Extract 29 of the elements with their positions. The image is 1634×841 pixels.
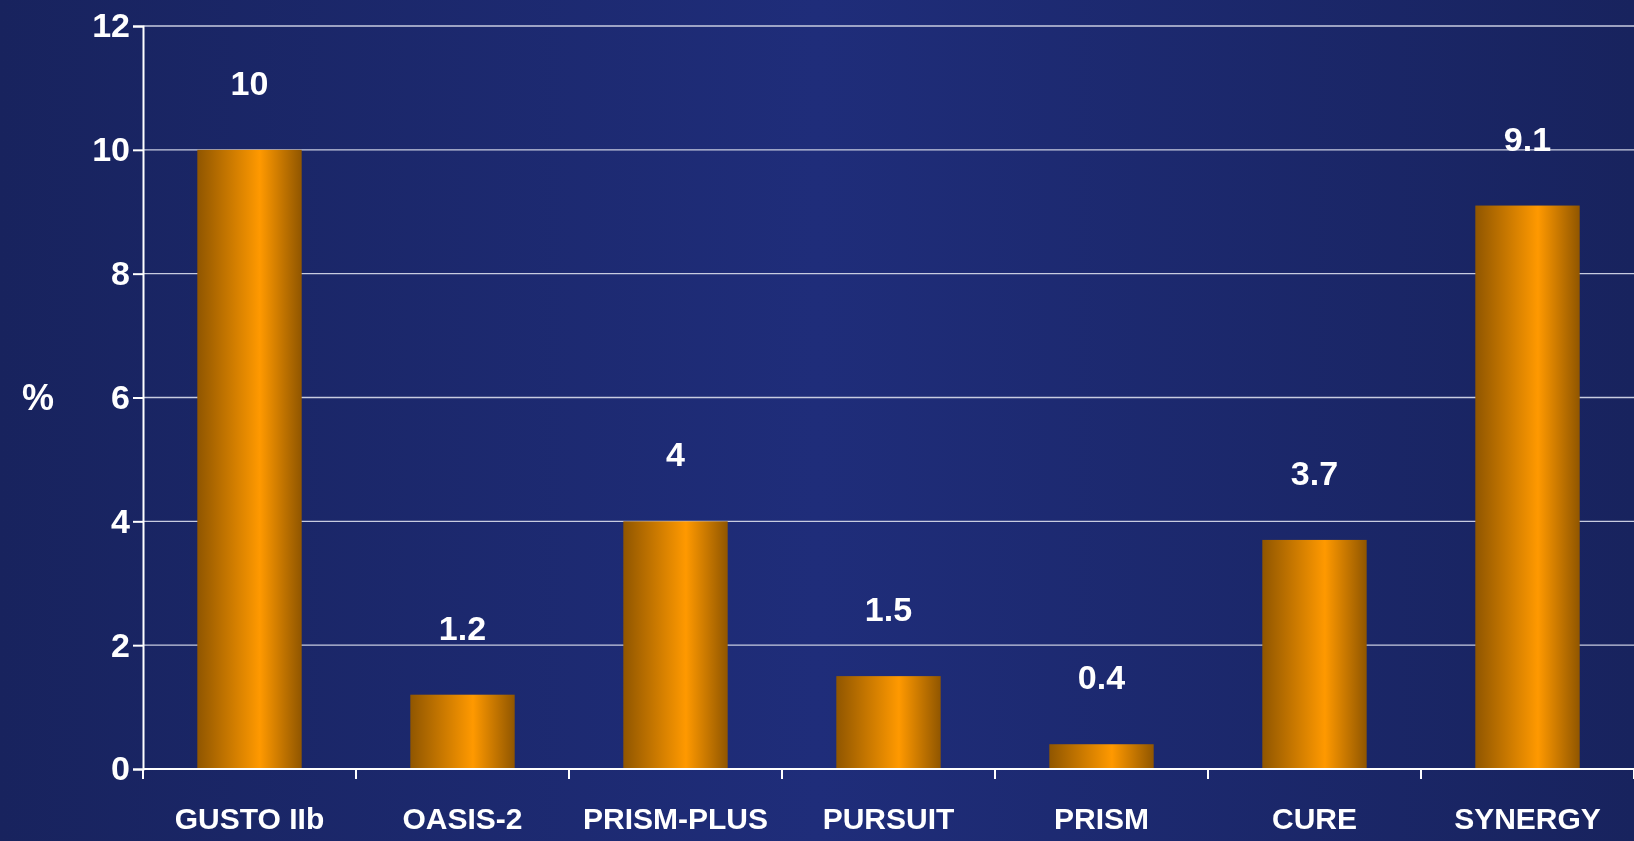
x-tick-label: PRISM xyxy=(1053,802,1150,835)
data-label: 4 xyxy=(666,435,686,474)
bar xyxy=(1049,744,1154,769)
x-tick-label: OASIS-2 xyxy=(402,802,523,835)
x-tick-label: GUSTO IIb xyxy=(174,802,325,835)
y-tick-label: 8 xyxy=(111,254,130,293)
bar xyxy=(1475,205,1580,769)
x-tick-label: CURE xyxy=(1271,802,1358,835)
data-label: 10 xyxy=(230,63,269,102)
x-tick-label: PRISM-PLUS xyxy=(582,802,769,835)
data-label: 1.5 xyxy=(864,590,913,629)
y-tick-label: 4 xyxy=(111,501,131,540)
x-tick-label: SYNERGY xyxy=(1454,802,1601,835)
x-tick-label: PURSUIT xyxy=(822,802,955,835)
bar xyxy=(1262,539,1367,769)
bar xyxy=(836,676,941,769)
data-label: 0.4 xyxy=(1077,658,1126,697)
bar xyxy=(410,694,515,769)
data-label: 3.7 xyxy=(1290,453,1339,492)
y-tick-label: 12 xyxy=(92,6,130,45)
y-tick-label: 6 xyxy=(111,377,130,416)
bar xyxy=(623,521,728,769)
data-label: 1.2 xyxy=(438,608,487,647)
y-tick-label: 0 xyxy=(111,749,130,788)
y-tick-label: 10 xyxy=(92,130,130,169)
y-axis-title: % xyxy=(21,376,55,418)
y-tick-label: 2 xyxy=(111,625,130,664)
data-label: 9.1 xyxy=(1503,119,1552,158)
bar xyxy=(197,149,302,769)
